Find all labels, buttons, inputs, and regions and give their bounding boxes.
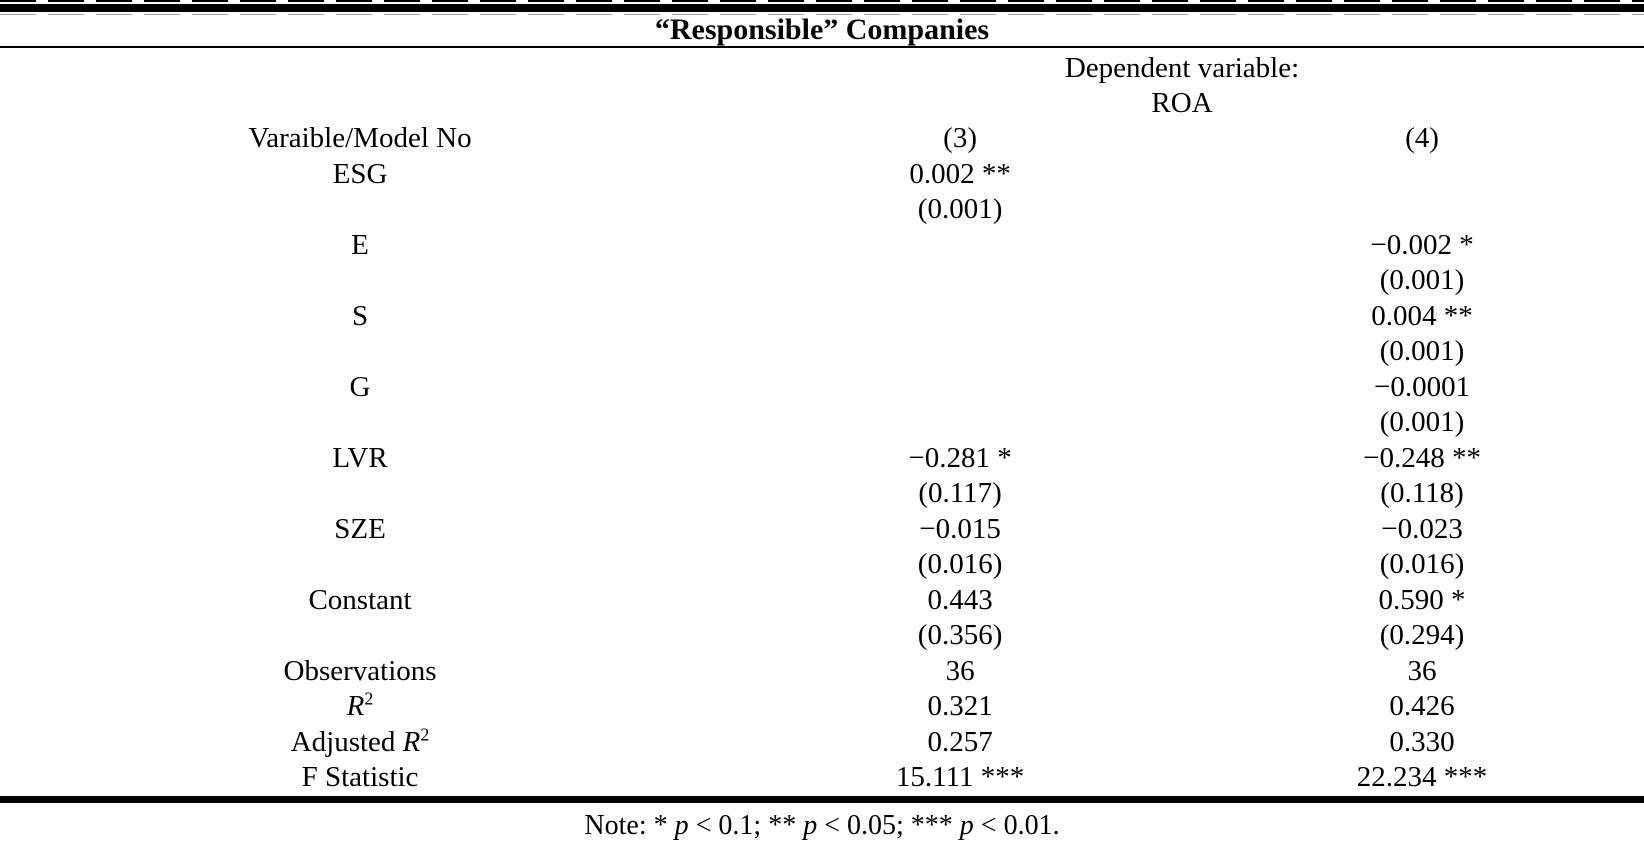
table-row: (0.001)	[0, 405, 1644, 441]
cell-model3-value: 0.257	[927, 725, 993, 758]
dependent-variable-header: Dependent variable: ROA	[720, 48, 1644, 121]
cell-model4-header: (4)	[1405, 122, 1439, 154]
cell-model4-value: 0.330	[1389, 725, 1455, 758]
column-header-row: Varaible/Model No (3) (4)	[0, 121, 1644, 157]
cell-model3-value	[720, 370, 1200, 406]
cell-model4-value: (0.016)	[1379, 548, 1465, 580]
cell-variable-label	[0, 547, 720, 583]
table-row: (0.016) (0.016)	[0, 547, 1644, 583]
cell-model3-value	[720, 299, 1200, 335]
top-sub-dashed-rule	[0, 14, 1644, 15]
table-row: (0.001)	[0, 263, 1644, 299]
cell-model3-value: 0.321	[927, 690, 993, 722]
table-row: G −0.0001	[0, 370, 1644, 406]
cell-variable-label: G	[349, 370, 371, 403]
note-text: < 0.01.	[973, 809, 1060, 841]
table-title: “Responsible” Companies	[654, 13, 990, 46]
cell-variable-label	[0, 405, 720, 441]
cell-model4-value	[1200, 192, 1644, 228]
table-row: F Statistic 15.111 *** 22.234 ***	[0, 760, 1644, 796]
bottom-thick-rule	[0, 795, 1644, 803]
cell-model4-value: −0.023	[1381, 512, 1463, 545]
cell-model4-value: (0.001)	[1379, 264, 1465, 296]
cell-model4-value: (0.294)	[1379, 619, 1465, 651]
cell-variable-label	[0, 334, 720, 370]
cell-model3-value: 0.002 **	[909, 157, 1011, 190]
cell-model4-value: (0.001)	[1379, 335, 1465, 367]
cell-model3-value	[720, 228, 1200, 264]
cell-model4-value: (0.001)	[1379, 406, 1465, 438]
table-row: (0.001)	[0, 334, 1644, 370]
cell-variable-label: ESG	[332, 157, 388, 190]
cell-model4-value	[1200, 157, 1644, 193]
cell-model4-value: −0.002 *	[1370, 228, 1474, 261]
cell-model3-value: 36	[945, 654, 975, 687]
title-underline-rule	[0, 46, 1644, 48]
cell-model3-header: (3)	[943, 122, 977, 154]
note-text: Note: *	[584, 809, 675, 841]
cell-model3-value	[720, 405, 1200, 441]
cell-model4-value: −0.248 **	[1363, 441, 1481, 474]
dependent-variable-label: Dependent variable:	[1064, 52, 1300, 84]
top-dashed-rule	[0, 0, 1644, 2]
cell-model4-value: −0.0001	[1373, 370, 1471, 403]
note-p-italic: p	[959, 809, 974, 841]
cell-variable-model-label: Varaible/Model No	[248, 122, 472, 154]
table-row: Observations 36 36	[0, 654, 1644, 690]
table-row: R2 0.321 0.426	[0, 689, 1644, 725]
table-row: (0.356) (0.294)	[0, 618, 1644, 654]
note-text: < 0.1; **	[688, 809, 804, 841]
table-row: (0.001)	[0, 192, 1644, 228]
cell-model3-value: (0.117)	[918, 477, 1002, 509]
cell-variable-label	[0, 263, 720, 299]
cell-variable-label: Adjusted R2	[290, 723, 430, 758]
cell-model4-value: 0.426	[1389, 690, 1455, 722]
table-body: Varaible/Model No (3) (4) ESG 0.002 ** (0.…	[0, 121, 1644, 796]
table-note: Note: * p < 0.1; ** p < 0.05; *** p < 0.…	[0, 810, 1644, 842]
cell-model4-value: 22.234 ***	[1356, 761, 1488, 793]
table-row: ESG 0.002 **	[0, 157, 1644, 193]
cell-variable-label: SZE	[334, 512, 386, 545]
cell-model3-value	[720, 263, 1200, 299]
table-row: S 0.004 **	[0, 299, 1644, 335]
note-p-italic: p	[674, 809, 689, 841]
cell-model4-value: 0.590 *	[1378, 583, 1466, 616]
cell-variable-label: LVR	[332, 441, 388, 474]
cell-model3-value: 0.443	[927, 583, 993, 616]
cell-model3-value: −0.281 *	[908, 441, 1012, 474]
cell-variable-label: R2	[346, 688, 374, 722]
table-row: LVR −0.281 * −0.248 **	[0, 441, 1644, 477]
cell-model4-value: 0.004 **	[1371, 299, 1473, 332]
table-row: E −0.002 *	[0, 228, 1644, 264]
cell-variable-label	[0, 618, 720, 654]
cell-model3-value	[720, 334, 1200, 370]
cell-model3-value: 15.111 ***	[895, 761, 1025, 793]
cell-model3-value: (0.016)	[917, 548, 1003, 580]
table-row: Adjusted R2 0.257 0.330	[0, 725, 1644, 761]
table-row: (0.117) (0.118)	[0, 476, 1644, 512]
cell-variable-label: F Statistic	[301, 761, 419, 793]
table-row: Constant 0.443 0.590 *	[0, 583, 1644, 619]
cell-variable-label: Observations	[283, 654, 437, 687]
note-p-italic: p	[803, 809, 818, 841]
cell-model3-value: (0.001)	[917, 193, 1003, 225]
table-row: SZE −0.015 −0.023	[0, 512, 1644, 548]
cell-model4-value: 36	[1407, 654, 1437, 687]
top-thick-rule	[0, 4, 1644, 12]
cell-model3-value: (0.356)	[917, 619, 1003, 651]
cell-variable-label: E	[351, 228, 369, 261]
cell-variable-label: S	[351, 299, 369, 332]
cell-variable-label	[0, 192, 720, 228]
cell-variable-label: Constant	[308, 583, 412, 616]
cell-model3-value: −0.015	[919, 512, 1001, 545]
note-text: < 0.05; ***	[817, 809, 960, 841]
cell-variable-label	[0, 476, 720, 512]
cell-model4-value: (0.118)	[1380, 477, 1464, 509]
dependent-variable-value: ROA	[1151, 87, 1213, 119]
